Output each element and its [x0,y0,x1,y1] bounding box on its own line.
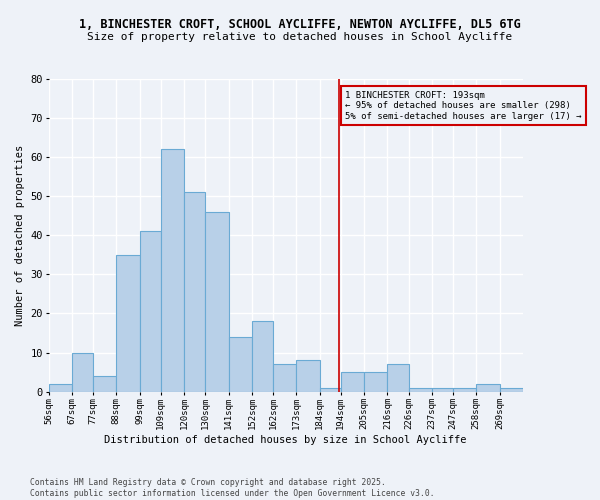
Bar [205,212,229,392]
Text: 1, BINCHESTER CROFT, SCHOOL AYCLIFFE, NEWTON AYCLIFFE, DL5 6TG: 1, BINCHESTER CROFT, SCHOOL AYCLIFFE, NE… [79,18,521,30]
Text: Size of property relative to detached houses in School Aycliffe: Size of property relative to detached ho… [88,32,512,42]
Bar [93,376,116,392]
Bar [229,337,252,392]
Bar [409,388,432,392]
Bar [341,372,364,392]
Bar [296,360,320,392]
Bar [161,150,184,392]
Bar [273,364,296,392]
Y-axis label: Number of detached properties: Number of detached properties [15,144,25,326]
Bar [476,384,500,392]
Text: Contains HM Land Registry data © Crown copyright and database right 2025.
Contai: Contains HM Land Registry data © Crown c… [30,478,434,498]
Bar [432,388,453,392]
Bar [453,388,476,392]
Bar [72,352,93,392]
Bar [364,372,388,392]
Bar [49,384,72,392]
Bar [252,322,273,392]
Bar [500,388,523,392]
Bar [140,232,161,392]
Text: 1 BINCHESTER CROFT: 193sqm
← 95% of detached houses are smaller (298)
5% of semi: 1 BINCHESTER CROFT: 193sqm ← 95% of deta… [345,90,581,120]
X-axis label: Distribution of detached houses by size in School Aycliffe: Distribution of detached houses by size … [104,435,467,445]
Bar [320,388,341,392]
Bar [184,192,205,392]
Bar [388,364,409,392]
Bar [116,255,140,392]
